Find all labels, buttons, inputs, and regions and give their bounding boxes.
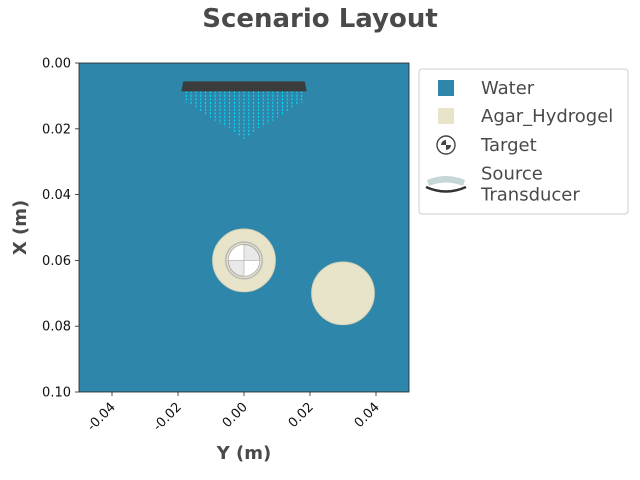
- x-axis-label: Y (m): [216, 443, 272, 464]
- legend-label: Source: [481, 164, 543, 185]
- legend-swatch: [438, 108, 454, 124]
- x-tick-label: -0.04: [84, 400, 118, 434]
- legend-label: Agar_Hydrogel: [481, 106, 613, 127]
- target-icon-quadrant: [441, 140, 446, 145]
- y-axis: 0.00 0.02 0.04 0.06 0.08 0.10: [42, 57, 79, 401]
- x-axis: -0.04 -0.02 0.00 0.02 0.04: [84, 392, 383, 434]
- legend-label: Transducer: [480, 185, 580, 206]
- legend-item-target: Target: [436, 135, 537, 156]
- legend-box: [418, 68, 629, 215]
- target-ring: [224, 241, 264, 280]
- x-tick-label: -0.02: [150, 400, 184, 434]
- scenario-objects: [181, 81, 375, 326]
- x-tick-label: 0.02: [286, 400, 317, 431]
- legend-swatch: [438, 80, 454, 96]
- target-quadrant: [243, 260, 261, 277]
- plot-area: [79, 63, 409, 392]
- target-marker: [224, 241, 264, 280]
- y-tick-label: 0.02: [42, 122, 71, 137]
- x-tick-label: 0.00: [220, 400, 251, 431]
- transducer-icon-face: [425, 185, 467, 193]
- y-tick-label: 0.06: [42, 254, 71, 269]
- legend-label: Water: [481, 78, 535, 99]
- transducer-body: [181, 81, 307, 92]
- chart-title: Scenario Layout: [202, 4, 438, 34]
- y-axis-label: X (m): [10, 200, 31, 255]
- x-tick-label: 0.04: [352, 400, 383, 431]
- legend-item-agar-hydrogel: Agar_Hydrogel: [438, 106, 613, 127]
- y-tick-label: 0.00: [42, 57, 71, 72]
- transducer-icon-beam: [427, 176, 465, 186]
- legend-item-water: Water: [438, 78, 535, 99]
- y-tick-label: 0.08: [42, 320, 71, 335]
- target-quadrant: [227, 244, 245, 261]
- source-transducer: [181, 81, 307, 139]
- legend-label: Target: [480, 135, 537, 156]
- y-tick-label: 0.04: [42, 188, 71, 203]
- agar-hydrogel-region-1: [311, 261, 375, 326]
- y-tick-label: 0.10: [42, 386, 71, 401]
- target-icon-quadrant: [446, 145, 451, 150]
